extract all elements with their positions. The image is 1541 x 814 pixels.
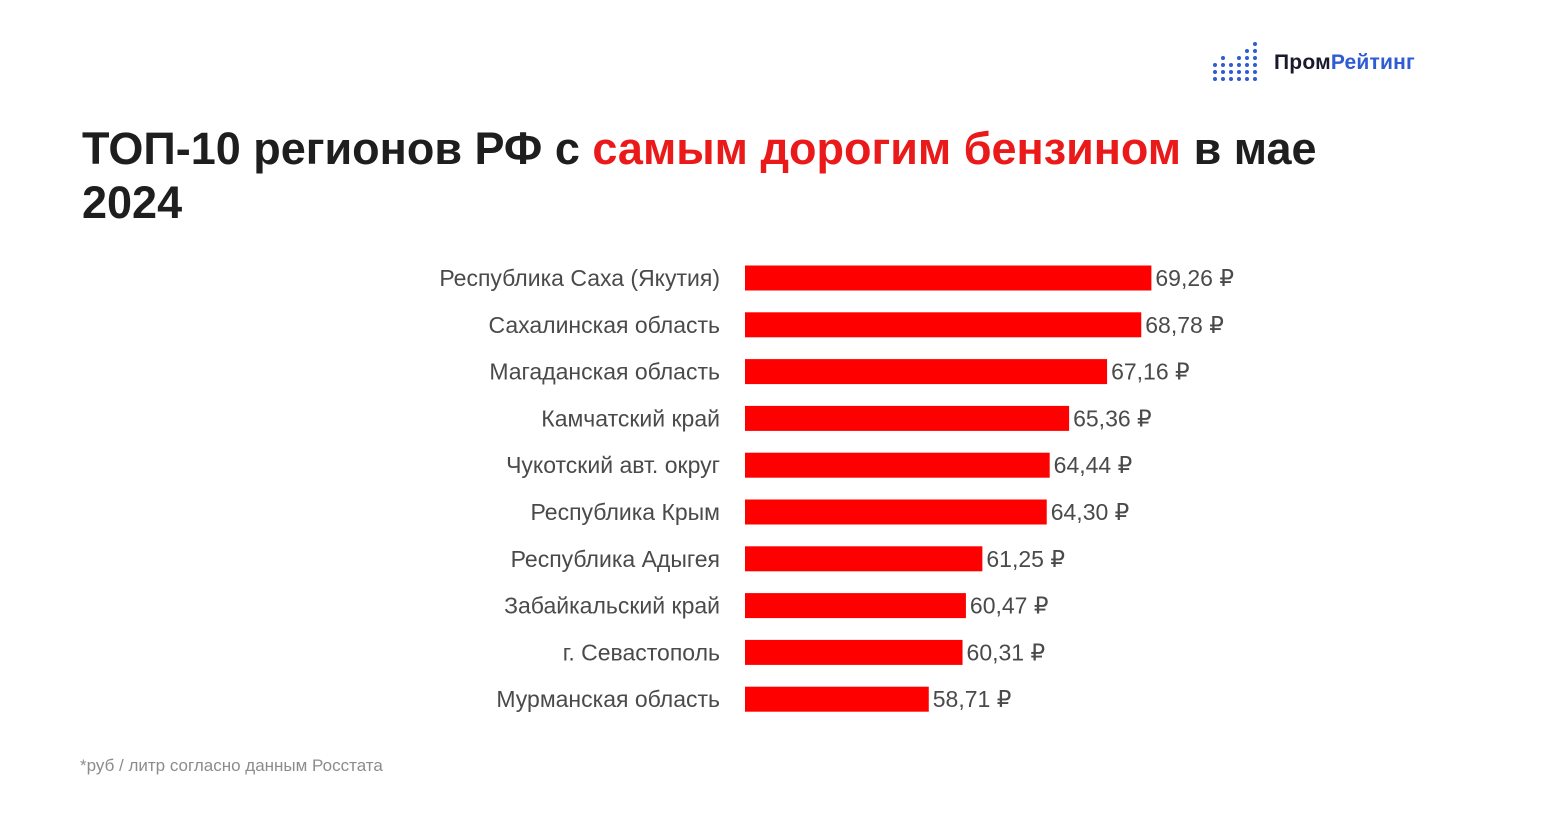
- bar: [745, 546, 983, 572]
- value-label: 64,30 ₽: [1051, 499, 1130, 525]
- value-label: 68,78 ₽: [1145, 312, 1224, 338]
- bar: [745, 499, 1047, 525]
- value-label: 61,25 ₽: [986, 546, 1065, 572]
- category-label: Республика Саха (Якутия): [439, 265, 720, 291]
- footnote: *руб / литр согласно данным Росстата: [80, 756, 383, 775]
- category-label: Камчатский край: [541, 405, 720, 431]
- value-label: 69,26 ₽: [1155, 265, 1234, 291]
- category-label: Мурманская область: [496, 686, 720, 712]
- bar: [745, 452, 1050, 478]
- category-label: Забайкальский край: [504, 593, 720, 619]
- bar-dots-logo-icon: [1213, 42, 1257, 81]
- bar: [745, 405, 1070, 431]
- value-label: 65,36 ₽: [1073, 405, 1152, 431]
- bar: [745, 593, 966, 619]
- bar: [745, 686, 929, 712]
- bar: [745, 359, 1108, 385]
- value-label: 64,44 ₽: [1054, 452, 1133, 478]
- category-label: Чукотский авт. округ: [506, 452, 720, 478]
- brand-name-part2: Рейтинг: [1330, 51, 1415, 74]
- category-label: Сахалинская область: [488, 312, 720, 338]
- value-label: 67,16 ₽: [1111, 359, 1190, 385]
- bar-chart: Республика Саха (Якутия) 69,26 ₽ Сахалинск…: [439, 265, 1234, 712]
- value-label: 60,31 ₽: [967, 639, 1046, 665]
- brand-name-part1: Пром: [1274, 51, 1331, 74]
- bar: [745, 265, 1152, 291]
- bar: [745, 639, 963, 665]
- title-part2: в мае 2024: [82, 123, 1317, 228]
- category-label: Магаданская область: [489, 359, 720, 385]
- brand-name: ПромРейтинг: [1274, 51, 1415, 75]
- chart-title: ТОП-10 регионов РФ с самым дорогим бензи…: [82, 122, 1402, 230]
- title-part1: ТОП-10 регионов РФ с: [82, 123, 593, 174]
- value-label: 60,47 ₽: [970, 593, 1049, 619]
- value-label: 58,71 ₽: [933, 686, 1012, 712]
- category-label: Республика Адыгея: [511, 546, 720, 572]
- brand-logo: ПромРейтинг: [1212, 42, 1415, 84]
- category-label: г. Севастополь: [563, 639, 720, 665]
- title-accent: самым дорогим бензином: [592, 123, 1182, 174]
- bar: [745, 312, 1142, 338]
- category-label: Республика Крым: [530, 499, 720, 525]
